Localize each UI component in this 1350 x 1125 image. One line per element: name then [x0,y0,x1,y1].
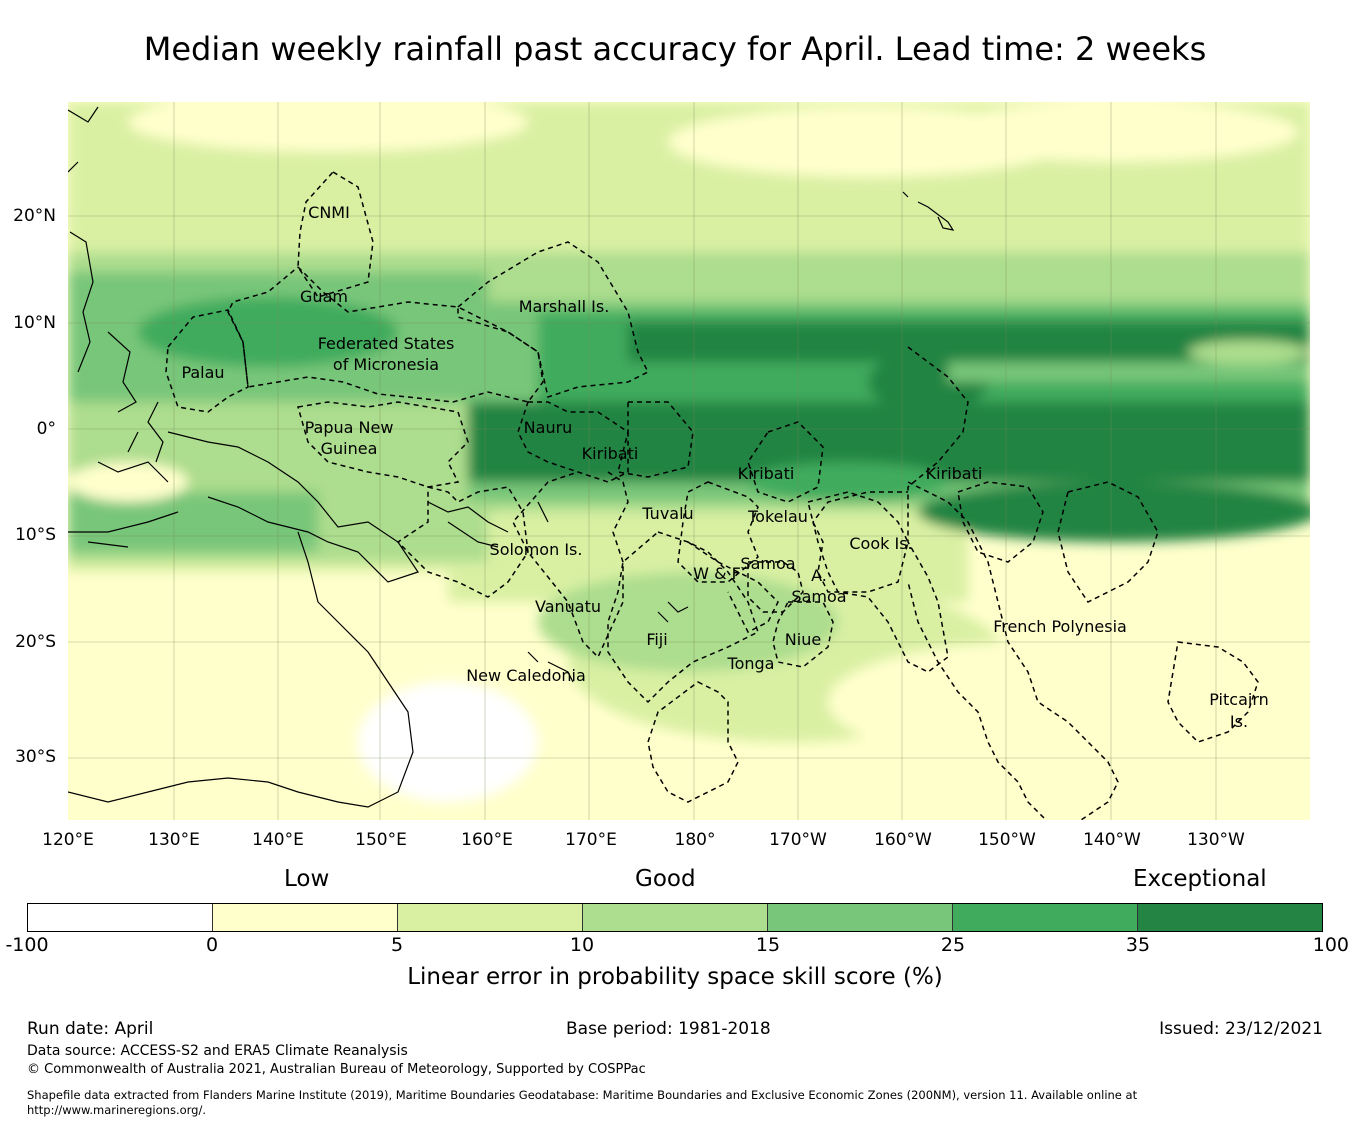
lat-label-30s: 30°S [15,747,56,767]
data-source: Data source: ACCESS-S2 and ERA5 Climate … [27,1043,408,1059]
label-american-samoa-1: A. [811,566,827,585]
label-kiribati-1: Kiribati [582,444,639,463]
colorbar-title: Linear error in probability space skill … [407,964,943,990]
lat-label-10s: 10°S [15,525,56,545]
label-marshall: Marshall Is. [519,297,610,316]
label-pitcairn-1: Pitcairn [1209,690,1269,709]
lat-label-0: 0° [36,419,56,439]
colorbar-tick-1: 0 [205,934,219,956]
label-palau: Palau [181,363,224,382]
colorbar-segment-2 [213,904,398,931]
colorbar-segment-5 [768,904,953,931]
label-tuvalu: Tuvalu [641,504,693,523]
lon-label-130w: 130°W [1187,830,1245,850]
label-new-caledonia: New Caledonia [466,666,586,685]
marineregions-link[interactable]: http://www.marineregions.org/. [27,1103,206,1117]
legend-category-exceptional: Exceptional [1133,866,1267,892]
colorbar-tick-3: 10 [569,934,595,956]
colorbar-segment-6 [953,904,1138,931]
label-fsm-1: Federated States [318,334,455,353]
colorbar-tick-2: 5 [390,934,404,956]
map-canvas: CNMI Guam Marshall Is. Federated States … [68,102,1310,820]
label-guam: Guam [300,287,348,306]
label-nauru: Nauru [524,418,573,437]
colorbar [27,903,1323,932]
lon-label-150w: 150°W [978,830,1036,850]
label-pitcairn-2: Is. [1230,712,1248,731]
label-american-samoa-2: Samoa [791,587,846,606]
label-wallis-futuna: W & F [693,564,741,583]
colorbar-tick-0: -100 [5,934,49,956]
label-tokelau: Tokelau [747,507,808,526]
lon-label-180: 180° [674,830,716,850]
colorbar-tick-4: 15 [755,934,781,956]
lon-label-170w: 170°W [769,830,827,850]
colorbar-segment-7 [1138,904,1322,931]
eez-boundaries [165,171,1259,820]
label-solomon: Solomon Is. [490,540,583,559]
label-samoa: Samoa [740,554,795,573]
label-png-1: Papua New [305,418,394,437]
lon-label-150e: 150°E [355,830,407,850]
lat-label-20s: 20°S [15,632,56,652]
lon-label-140e: 140°E [252,830,304,850]
label-tonga: Tonga [727,654,775,673]
lat-label-20n: 20°N [13,206,56,226]
label-kiribati-3: Kiribati [926,464,983,483]
lon-label-160e: 160°E [461,830,513,850]
label-png-2: Guinea [321,439,378,458]
colorbar-tick-7: 100 [1312,934,1349,956]
lat-label-10n: 10°N [13,313,56,333]
colorbar-segment-3 [398,904,583,931]
colorbar-segment-1 [28,904,213,931]
label-vanuatu: Vanuatu [535,597,601,616]
legend-category-good: Good [635,866,696,892]
colorbar-tick-5: 25 [940,934,966,956]
label-french-polynesia: French Polynesia [993,617,1127,636]
colorbar-segment-4 [583,904,768,931]
lon-label-170e: 170°E [565,830,617,850]
label-cook-is: Cook Is. [849,534,912,553]
graticule [68,102,1310,820]
label-fsm-2: of Micronesia [333,355,439,374]
colorbar-tick-6: 35 [1125,934,1151,956]
base-period: Base period: 1981-2018 [566,1019,771,1039]
shapefile-credit: Shapefile data extracted from Flanders M… [27,1088,1138,1102]
skill-field [68,102,1310,820]
run-date: Run date: April [27,1019,154,1039]
label-cnmi: CNMI [308,203,350,222]
copyright: © Commonwealth of Australia 2021, Austra… [27,1062,646,1077]
lon-label-120e: 120°E [42,830,94,850]
lon-label-140w: 140°W [1083,830,1141,850]
label-kiribati-2: Kiribati [738,464,795,483]
issued-date: Issued: 23/12/2021 [1159,1019,1323,1039]
lon-label-160w: 160°W [874,830,932,850]
lon-label-130e: 130°E [148,830,200,850]
skill-score-map: CNMI Guam Marshall Is. Federated States … [68,102,1310,820]
label-fiji: Fiji [646,630,667,649]
label-niue: Niue [785,630,821,649]
map-title: Median weekly rainfall past accuracy for… [143,30,1207,68]
region-labels: CNMI Guam Marshall Is. Federated States … [181,203,1268,731]
legend-category-low: Low [284,866,330,892]
